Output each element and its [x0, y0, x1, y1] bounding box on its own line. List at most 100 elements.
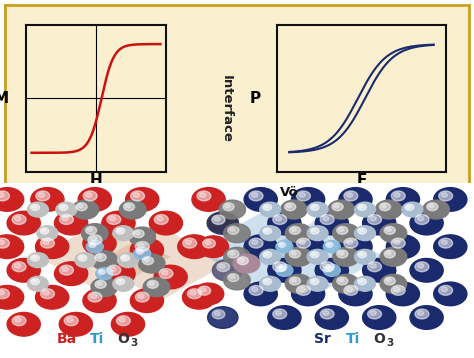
Circle shape: [40, 238, 55, 248]
Text: 3: 3: [386, 339, 393, 348]
Circle shape: [91, 278, 118, 296]
Circle shape: [119, 200, 146, 219]
Circle shape: [315, 306, 348, 329]
Circle shape: [0, 193, 4, 197]
Circle shape: [391, 191, 405, 201]
Circle shape: [405, 204, 414, 211]
Circle shape: [333, 247, 359, 266]
Circle shape: [307, 202, 328, 217]
Circle shape: [38, 193, 45, 197]
Circle shape: [0, 191, 9, 201]
Circle shape: [228, 250, 239, 258]
Circle shape: [197, 191, 211, 201]
Circle shape: [307, 250, 328, 264]
Circle shape: [410, 306, 443, 329]
Circle shape: [37, 226, 58, 241]
Circle shape: [384, 226, 395, 234]
Circle shape: [384, 277, 395, 285]
Circle shape: [323, 263, 329, 268]
Circle shape: [113, 226, 134, 241]
Circle shape: [219, 264, 225, 268]
Circle shape: [113, 276, 134, 291]
Circle shape: [230, 228, 235, 231]
Circle shape: [268, 258, 301, 282]
Circle shape: [31, 188, 64, 211]
Circle shape: [260, 202, 281, 217]
Circle shape: [78, 204, 83, 208]
Circle shape: [344, 285, 358, 295]
Circle shape: [83, 232, 116, 255]
Circle shape: [118, 229, 121, 232]
Circle shape: [296, 238, 310, 248]
Circle shape: [182, 285, 216, 309]
Circle shape: [394, 193, 400, 197]
Circle shape: [75, 253, 96, 267]
Polygon shape: [95, 227, 228, 301]
Text: M: M: [0, 91, 9, 106]
Circle shape: [56, 202, 77, 217]
Circle shape: [76, 203, 87, 211]
Circle shape: [386, 188, 419, 211]
Circle shape: [190, 291, 196, 295]
Circle shape: [244, 282, 277, 306]
Circle shape: [126, 188, 159, 211]
Circle shape: [97, 255, 102, 258]
Circle shape: [249, 285, 263, 295]
Circle shape: [126, 204, 130, 208]
Circle shape: [423, 200, 449, 219]
Circle shape: [133, 230, 144, 238]
Circle shape: [102, 262, 135, 285]
Circle shape: [97, 282, 102, 285]
Circle shape: [289, 250, 301, 258]
Circle shape: [368, 214, 382, 224]
Circle shape: [391, 238, 405, 248]
Circle shape: [370, 263, 376, 268]
Circle shape: [62, 267, 68, 271]
Circle shape: [363, 211, 396, 235]
Circle shape: [252, 240, 258, 245]
Circle shape: [207, 212, 238, 234]
Circle shape: [415, 214, 429, 224]
Circle shape: [118, 280, 121, 282]
Circle shape: [275, 263, 282, 268]
Circle shape: [27, 253, 48, 267]
Circle shape: [276, 264, 293, 276]
Circle shape: [358, 204, 366, 211]
Circle shape: [205, 241, 211, 245]
Circle shape: [85, 226, 97, 234]
Circle shape: [429, 204, 434, 208]
Circle shape: [149, 211, 182, 235]
Circle shape: [147, 280, 158, 288]
Circle shape: [359, 253, 363, 255]
X-axis label: H: H: [90, 173, 102, 188]
Circle shape: [327, 267, 330, 269]
Circle shape: [43, 240, 49, 245]
Circle shape: [355, 276, 375, 291]
Circle shape: [358, 279, 366, 285]
Circle shape: [346, 240, 353, 245]
Circle shape: [116, 228, 125, 234]
Circle shape: [43, 291, 49, 295]
Circle shape: [212, 310, 225, 319]
Circle shape: [379, 203, 391, 211]
Circle shape: [337, 226, 348, 234]
Circle shape: [60, 265, 73, 275]
Circle shape: [346, 287, 353, 292]
Circle shape: [119, 318, 125, 322]
Circle shape: [394, 287, 400, 292]
Circle shape: [260, 226, 281, 241]
Circle shape: [225, 204, 230, 208]
Circle shape: [273, 262, 287, 272]
Circle shape: [83, 191, 97, 201]
Circle shape: [315, 258, 348, 282]
Circle shape: [136, 242, 149, 251]
Circle shape: [441, 287, 447, 292]
Circle shape: [60, 214, 73, 224]
Circle shape: [27, 276, 48, 291]
Circle shape: [323, 241, 340, 253]
Circle shape: [323, 311, 329, 315]
Circle shape: [418, 216, 424, 221]
Circle shape: [145, 258, 149, 262]
Circle shape: [182, 238, 197, 248]
Circle shape: [214, 217, 220, 221]
